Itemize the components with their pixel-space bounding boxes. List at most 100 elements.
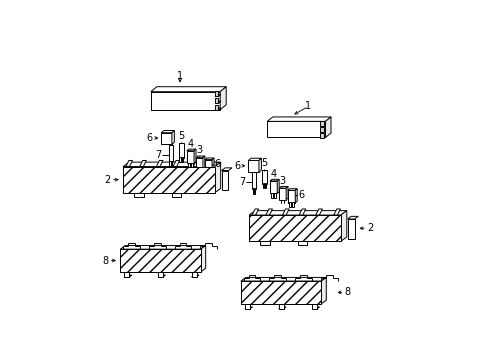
Text: 1: 1	[305, 102, 311, 111]
Bar	[320, 133, 323, 138]
Bar	[134, 192, 143, 197]
Polygon shape	[120, 249, 200, 272]
Polygon shape	[214, 162, 220, 193]
Bar	[124, 272, 129, 277]
Polygon shape	[249, 215, 340, 242]
Bar	[320, 127, 323, 132]
Polygon shape	[215, 94, 221, 96]
Polygon shape	[191, 275, 199, 277]
Bar	[278, 304, 283, 309]
Polygon shape	[259, 158, 261, 172]
Bar	[191, 163, 193, 168]
Polygon shape	[267, 117, 330, 121]
Bar	[288, 202, 290, 207]
Text: 5: 5	[178, 131, 184, 141]
Text: 2: 2	[104, 175, 110, 185]
Polygon shape	[248, 158, 261, 161]
Bar	[123, 167, 214, 193]
Polygon shape	[207, 161, 214, 167]
Bar	[249, 215, 340, 242]
Polygon shape	[200, 246, 205, 272]
Bar	[158, 272, 163, 277]
Bar	[205, 172, 207, 176]
Polygon shape	[320, 130, 325, 132]
Polygon shape	[267, 121, 325, 138]
Bar	[171, 192, 181, 197]
Bar	[215, 91, 218, 96]
Polygon shape	[320, 124, 325, 126]
Polygon shape	[282, 209, 288, 215]
Polygon shape	[123, 167, 214, 193]
Bar	[169, 161, 170, 166]
Polygon shape	[340, 211, 346, 242]
Bar	[187, 163, 189, 168]
Bar	[297, 241, 307, 245]
Bar	[120, 249, 200, 272]
Bar	[208, 172, 210, 176]
Polygon shape	[248, 161, 259, 172]
Polygon shape	[251, 172, 255, 189]
Bar	[171, 161, 172, 166]
Polygon shape	[186, 149, 196, 151]
Text: 3: 3	[196, 145, 202, 156]
Bar	[347, 219, 354, 239]
Polygon shape	[333, 209, 340, 215]
Text: 6: 6	[146, 133, 152, 143]
Polygon shape	[215, 101, 221, 103]
Polygon shape	[315, 209, 322, 215]
Bar	[311, 304, 317, 309]
Polygon shape	[221, 168, 232, 171]
Text: 2: 2	[366, 223, 372, 233]
Bar	[262, 184, 264, 188]
Polygon shape	[212, 158, 214, 172]
Polygon shape	[140, 161, 146, 167]
Polygon shape	[311, 307, 319, 309]
Polygon shape	[178, 143, 183, 158]
Bar	[182, 157, 183, 162]
Text: 6: 6	[233, 161, 240, 171]
Text: 5: 5	[261, 158, 267, 168]
Bar	[244, 304, 249, 309]
Bar	[221, 171, 228, 190]
Polygon shape	[124, 275, 132, 277]
Bar	[191, 272, 196, 277]
Polygon shape	[321, 278, 325, 304]
Polygon shape	[204, 159, 212, 172]
Text: 3: 3	[279, 176, 285, 186]
Text: 8: 8	[102, 256, 108, 266]
Text: 7: 7	[238, 177, 244, 187]
Polygon shape	[295, 189, 297, 203]
Polygon shape	[189, 161, 196, 167]
Polygon shape	[244, 307, 252, 309]
Polygon shape	[186, 151, 194, 163]
Polygon shape	[299, 209, 305, 215]
Bar	[215, 98, 218, 103]
Polygon shape	[123, 162, 220, 167]
Text: 4: 4	[270, 169, 276, 179]
Polygon shape	[285, 186, 287, 200]
Text: 4: 4	[187, 139, 193, 149]
Polygon shape	[269, 179, 279, 181]
Text: 6: 6	[298, 190, 304, 200]
Polygon shape	[277, 179, 279, 193]
Polygon shape	[125, 161, 132, 167]
Text: 8: 8	[344, 287, 350, 297]
Bar	[320, 121, 323, 126]
Text: 7: 7	[155, 150, 161, 160]
Polygon shape	[196, 158, 203, 169]
Polygon shape	[196, 156, 204, 158]
Polygon shape	[156, 161, 163, 167]
Polygon shape	[161, 133, 172, 144]
Polygon shape	[241, 278, 325, 281]
Polygon shape	[278, 307, 285, 309]
Bar	[179, 157, 181, 162]
Polygon shape	[203, 156, 204, 169]
Bar	[260, 241, 269, 245]
Polygon shape	[194, 149, 196, 163]
Polygon shape	[158, 275, 165, 277]
Polygon shape	[249, 211, 346, 215]
Bar	[215, 105, 218, 110]
Polygon shape	[150, 87, 226, 92]
Polygon shape	[320, 136, 325, 138]
Polygon shape	[241, 281, 321, 304]
